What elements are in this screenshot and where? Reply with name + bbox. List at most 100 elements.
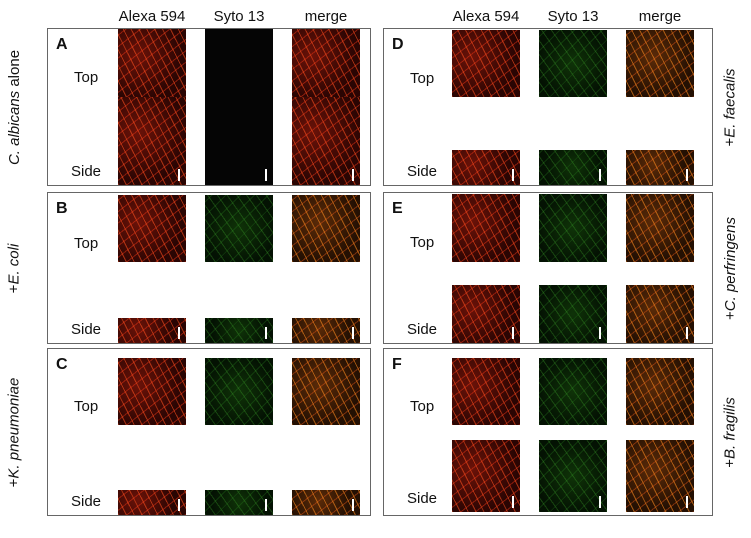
species-name: C. albicans bbox=[5, 90, 23, 165]
species-prefix: + bbox=[721, 137, 739, 146]
micrograph-merge-top bbox=[292, 358, 360, 425]
species-prefix: + bbox=[5, 284, 23, 293]
scale-bar bbox=[686, 496, 688, 508]
row-label-top: Top bbox=[410, 234, 435, 251]
micrograph-syto-top bbox=[205, 29, 273, 97]
micrograph-alexa-side bbox=[118, 318, 186, 343]
scale-bar bbox=[178, 499, 180, 511]
row-label-side: Side bbox=[407, 163, 438, 180]
row-label-top: Top bbox=[74, 69, 99, 86]
row-label-side: Side bbox=[71, 321, 102, 338]
scale-bar bbox=[352, 169, 354, 181]
col-header-syto-right: Syto 13 bbox=[547, 8, 599, 25]
micrograph-alexa-side bbox=[118, 97, 186, 185]
micrograph-merge-side bbox=[292, 318, 360, 343]
species-name: E. faecalis bbox=[721, 68, 739, 138]
scale-bar bbox=[686, 169, 688, 181]
scale-bar bbox=[178, 169, 180, 181]
species-label: +K. pneumoniae bbox=[5, 377, 22, 487]
micrograph-merge-top bbox=[292, 195, 360, 262]
species-prefix: + bbox=[721, 458, 739, 468]
scale-bar bbox=[265, 499, 267, 511]
panel-d bbox=[383, 28, 713, 186]
species-name: C. perfringens bbox=[721, 216, 739, 311]
panel-letter: A bbox=[56, 36, 68, 53]
panel-letter: D bbox=[392, 36, 404, 53]
panel-letter: B bbox=[56, 200, 68, 217]
panel-letter: F bbox=[392, 356, 402, 373]
panel-e bbox=[383, 192, 713, 344]
micrograph-alexa-top bbox=[118, 358, 186, 425]
species-prefix: + bbox=[721, 310, 739, 320]
col-header-merge-right: merge bbox=[638, 8, 682, 25]
row-label-top: Top bbox=[410, 397, 435, 415]
col-header-alexa: Alexa 594 bbox=[118, 8, 186, 25]
species-label: +B. fragilis bbox=[722, 397, 739, 467]
species-prefix: + bbox=[5, 478, 23, 487]
col-header-alexa-right: Alexa 594 bbox=[452, 8, 520, 25]
micrograph-merge-side bbox=[626, 150, 694, 185]
micrograph-merge-side bbox=[292, 490, 360, 515]
scale-bar bbox=[178, 327, 180, 339]
micrograph-alexa-top bbox=[452, 358, 520, 425]
micrograph-syto-top bbox=[205, 195, 273, 262]
scale-bar bbox=[599, 169, 601, 181]
species-name: E. coli bbox=[5, 243, 23, 285]
scale-bar bbox=[352, 327, 354, 339]
micrograph-alexa-top bbox=[452, 30, 520, 97]
row-label-side: Side bbox=[407, 490, 438, 507]
col-header-syto: Syto 13 bbox=[213, 8, 265, 25]
micrograph-alexa-side bbox=[118, 490, 186, 515]
row-label-top: Top bbox=[74, 234, 99, 252]
species-name: B. fragilis bbox=[721, 396, 739, 459]
row-label-top: Top bbox=[74, 397, 99, 415]
micrograph-alexa-side bbox=[452, 285, 520, 343]
scale-bar bbox=[352, 499, 354, 511]
micrograph-alexa-side bbox=[452, 440, 520, 512]
row-label-side: Side bbox=[71, 493, 102, 510]
micrograph-alexa-top bbox=[118, 29, 186, 97]
panel-c bbox=[47, 348, 371, 516]
panel-letter: C bbox=[56, 356, 68, 373]
panel-letter: E bbox=[392, 200, 403, 217]
species-label: C. albicans alone bbox=[6, 49, 23, 164]
micrograph-merge-top bbox=[292, 29, 360, 97]
row-label-side: Side bbox=[71, 163, 102, 180]
col-header-merge: merge bbox=[304, 8, 348, 25]
micrograph-syto-side bbox=[539, 285, 607, 343]
panel-b bbox=[47, 192, 371, 344]
micrograph-alexa-side bbox=[452, 150, 520, 185]
micrograph-merge-top bbox=[626, 194, 694, 262]
species-name: K. pneumoniae bbox=[5, 377, 23, 479]
scale-bar bbox=[686, 327, 688, 339]
micrograph-alexa-top bbox=[452, 194, 520, 262]
micrograph-merge-top bbox=[626, 30, 694, 97]
species-label: +E. coli bbox=[5, 243, 22, 293]
scale-bar bbox=[512, 496, 514, 508]
micrograph-merge-side bbox=[626, 440, 694, 512]
panel-a bbox=[47, 28, 371, 186]
scale-bar bbox=[599, 496, 601, 508]
scale-bar bbox=[512, 169, 514, 181]
micrograph-syto-top bbox=[539, 358, 607, 425]
micrograph-alexa-top bbox=[118, 195, 186, 262]
panel-f bbox=[383, 348, 713, 516]
micrograph-syto-top bbox=[539, 30, 607, 97]
micrograph-syto-top bbox=[539, 194, 607, 262]
species-label: +E. faecalis bbox=[721, 68, 738, 146]
micrograph-merge-side bbox=[626, 285, 694, 343]
micrograph-syto-top bbox=[205, 358, 273, 425]
micrograph-merge-top bbox=[626, 358, 694, 425]
scale-bar bbox=[512, 327, 514, 339]
species-suffix: alone bbox=[5, 49, 23, 91]
micrograph-syto-side bbox=[205, 97, 273, 185]
micrograph-syto-side bbox=[539, 440, 607, 512]
scale-bar bbox=[265, 169, 267, 181]
micrograph-syto-side bbox=[539, 150, 607, 185]
micrograph-syto-side bbox=[205, 490, 273, 515]
micrograph-merge-side bbox=[292, 97, 360, 185]
scale-bar bbox=[265, 327, 267, 339]
row-label-side: Side bbox=[407, 321, 438, 338]
species-label: +C. perfringens bbox=[721, 217, 738, 320]
